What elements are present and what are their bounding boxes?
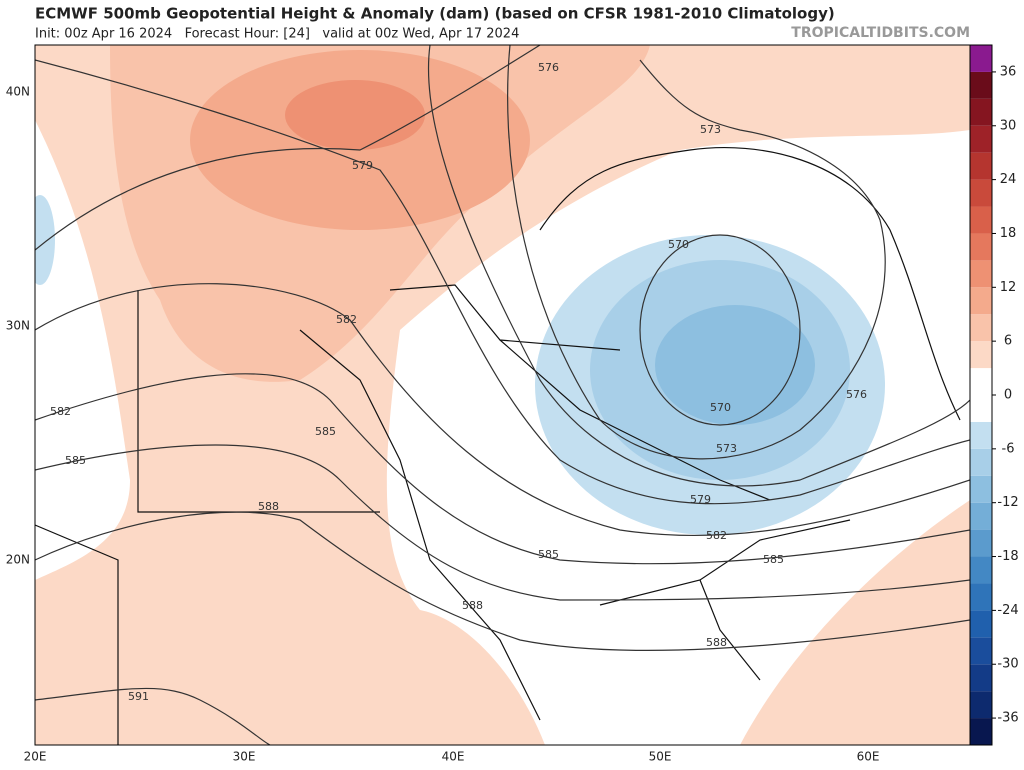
colorbar-bin	[970, 691, 992, 719]
lat-label: 20N	[6, 553, 30, 567]
height-contours	[35, 45, 970, 745]
colorbar-bin	[970, 71, 992, 99]
colorbar-tick-label: 24	[1000, 172, 1017, 187]
contour-label: 588	[462, 599, 483, 612]
contour-label: 585	[763, 553, 784, 566]
contour-labels: 576 573 579 582 570 570 576 573 579 582 …	[50, 61, 867, 703]
lon-label: 60E	[857, 750, 880, 764]
contour-label: 573	[700, 123, 721, 136]
colorbar-tick-label: -6	[1002, 441, 1015, 456]
lon-label: 50E	[649, 750, 672, 764]
contour-label: 573	[716, 442, 737, 455]
lat-label: 40N	[6, 85, 30, 99]
colorbar-bin	[970, 395, 992, 422]
anomaly-fill	[655, 305, 815, 425]
colorbar-bin	[970, 583, 992, 611]
contour-label: 582	[50, 405, 71, 418]
colorbar-bin	[970, 314, 992, 342]
source: TROPICALTIDBITS.COM	[791, 25, 970, 41]
contour-label: 591	[128, 690, 149, 703]
colorbar-bin	[970, 475, 992, 503]
colorbar-bin	[970, 637, 992, 665]
colorbar-tick-label: 6	[1004, 334, 1012, 349]
anomaly-fill	[285, 80, 425, 150]
colorbar-tick-label: -36	[997, 711, 1018, 726]
contour-label: 585	[315, 425, 336, 438]
subtitle: Init: 00z Apr 16 2024 Forecast Hour: [24…	[35, 27, 519, 42]
colorbar-tick-label: -24	[997, 603, 1018, 618]
colorbar-bin	[970, 448, 992, 476]
colorbar-bin	[970, 556, 992, 584]
contour-label: 588	[258, 500, 279, 513]
colorbar-tick-label: 12	[1000, 280, 1017, 295]
colorbar-tick-label: 18	[1000, 226, 1017, 241]
colorbar-bin	[970, 152, 992, 180]
colorbar-bin	[970, 260, 992, 288]
colorbar-bin	[970, 502, 992, 530]
colorbar-tick-label: 30	[1000, 118, 1017, 133]
contour-label: 582	[706, 529, 727, 542]
contour-label: 582	[336, 313, 357, 326]
contour-label: 579	[690, 493, 711, 506]
lon-label: 40E	[442, 750, 465, 764]
borders	[35, 147, 961, 745]
lat-label: 30N	[6, 319, 30, 333]
contour-label: 585	[65, 454, 86, 467]
contour-label: 570	[710, 401, 731, 414]
colorbar-bin	[970, 529, 992, 557]
contour-label: 576	[846, 388, 867, 401]
lon-label: 20E	[24, 750, 47, 764]
colorbar-tick-label: 36	[1000, 64, 1017, 79]
axis-labels: 20E 30E 40E 50E 60E 40N 30N 20N	[6, 85, 880, 764]
anomaly-fill	[35, 195, 55, 285]
title: ECMWF 500mb Geopotential Height & Anomal…	[35, 5, 835, 23]
colorbar-bin	[970, 421, 992, 449]
contour-label: 576	[538, 61, 559, 74]
colorbar-bin	[970, 45, 992, 72]
colorbar-bin	[970, 287, 992, 315]
colorbar-bin	[970, 233, 992, 261]
colorbar-bin	[970, 98, 992, 126]
lon-label: 30E	[233, 750, 256, 764]
colorbar-bin	[970, 179, 992, 207]
colorbar-bin	[970, 664, 992, 692]
colorbar: 36 30 24 18 12 6 0 -6 -12 -18 -24 -30 -36	[969, 44, 1019, 746]
contour-label: 570	[668, 238, 689, 251]
colorbar-tick-label: -12	[997, 495, 1018, 510]
colorbar-tick-label: -18	[997, 549, 1018, 564]
colorbar-tick-label: -30	[997, 657, 1018, 672]
colorbar-bin	[970, 610, 992, 638]
map	[34, 44, 971, 746]
colorbar-bin	[970, 368, 992, 395]
contour-label: 579	[352, 159, 373, 172]
colorbar-bin	[970, 206, 992, 234]
contour-label: 585	[538, 548, 559, 561]
colorbar-bin	[970, 341, 992, 369]
colorbar-tick-label: 0	[1004, 388, 1012, 403]
colorbar-bin	[970, 718, 992, 745]
contour-label: 588	[706, 636, 727, 649]
colorbar-bin	[970, 125, 992, 153]
